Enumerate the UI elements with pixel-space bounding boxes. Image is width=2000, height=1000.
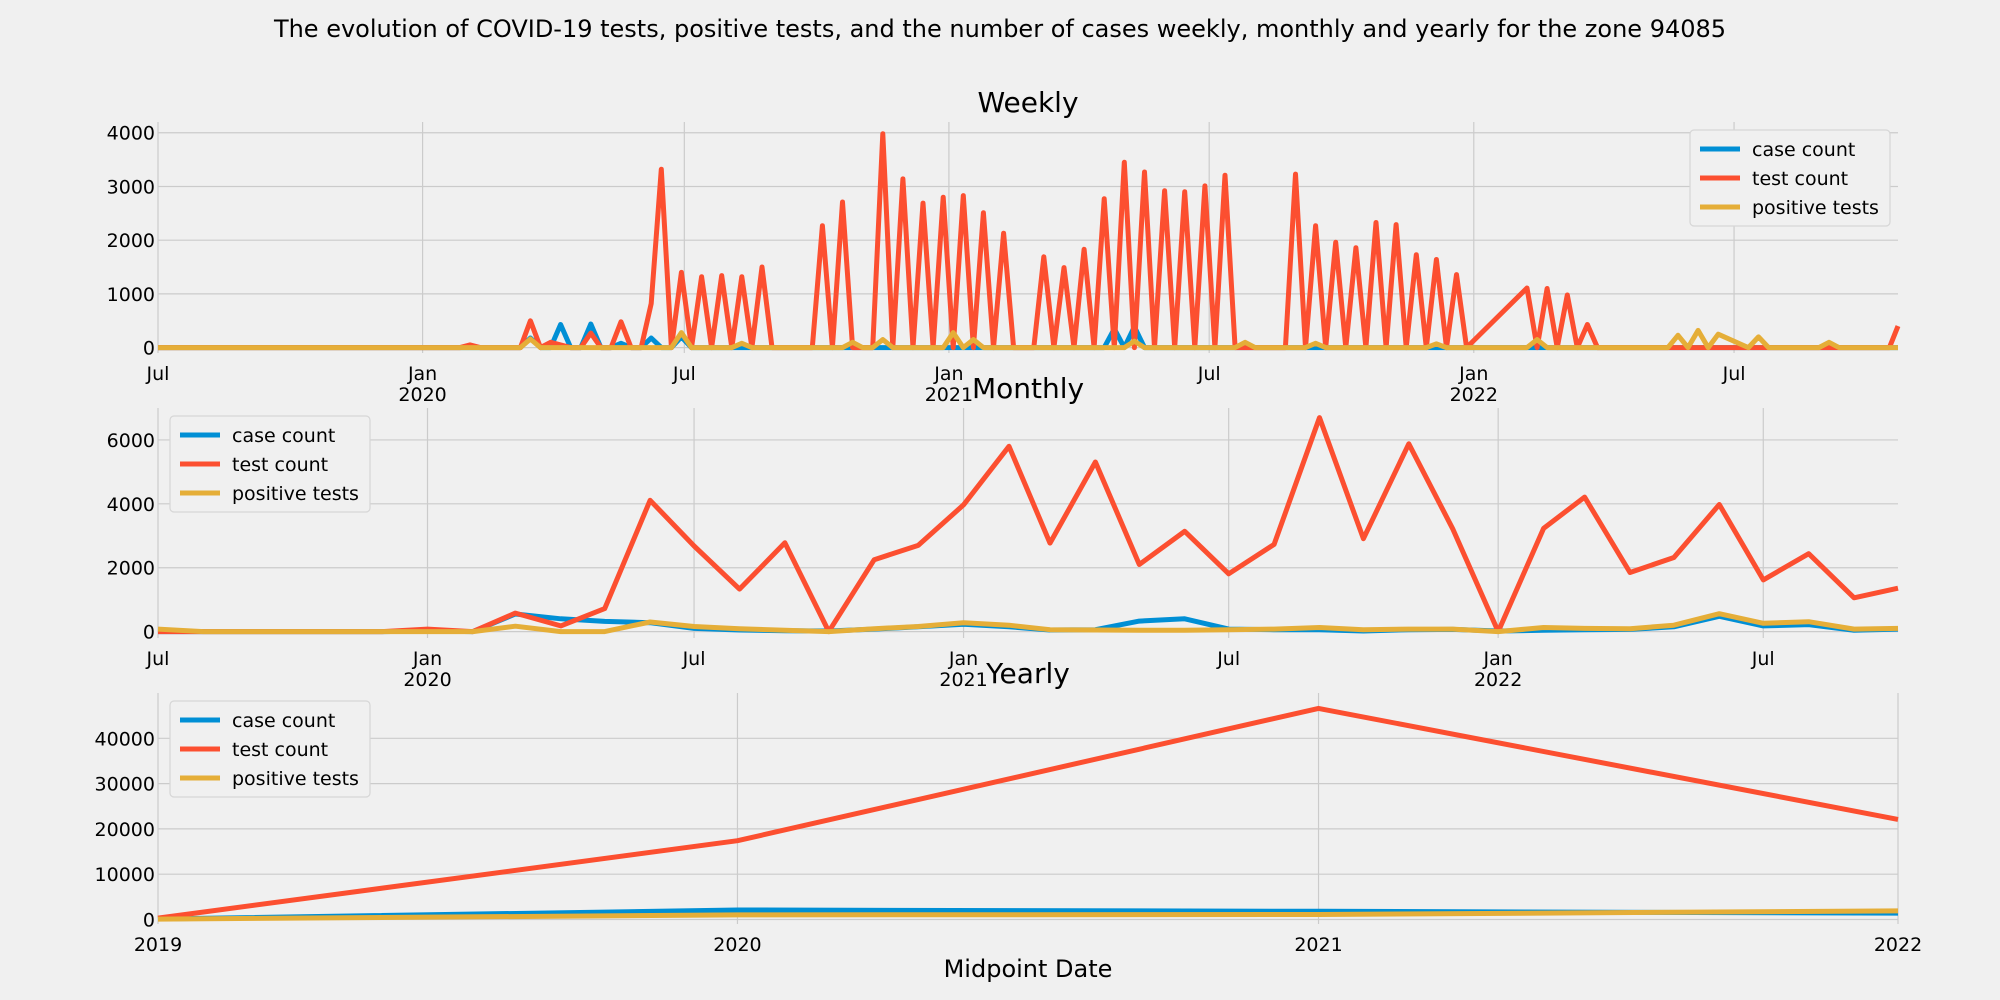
- legend-label: positive tests: [1752, 197, 1879, 219]
- y-tick-label: 30000: [95, 774, 155, 796]
- legend: case count test count positive tests: [169, 700, 371, 798]
- x-tick-label: Jan: [407, 363, 437, 385]
- x-tick-label: Jan: [933, 363, 963, 385]
- x-tick-label: Jul: [682, 648, 706, 670]
- x-tick-label: Jul: [1722, 363, 1746, 385]
- x-tick-year-label: 2022: [1450, 384, 1498, 406]
- x-tick-year-label: 2020: [398, 384, 446, 406]
- panel-title: Yearly: [985, 657, 1070, 690]
- x-tick-year-label: 2020: [403, 669, 451, 691]
- x-tick-label: Jul: [146, 363, 170, 385]
- legend-label: test count: [232, 454, 328, 476]
- legend-box: [1689, 129, 1891, 227]
- x-tick-label: 2020: [713, 934, 761, 956]
- legend-label: positive tests: [232, 483, 359, 505]
- x-tick-label: Jul: [672, 363, 696, 385]
- x-tick-label: Jul: [1751, 648, 1775, 670]
- x-tick-label: Jul: [146, 648, 170, 670]
- series-line-test-count: [158, 131, 1901, 351]
- panel-yearly: 0 10000 20000 30000 40000 2019 2020 2021 2022 Yea…: [95, 657, 1923, 983]
- y-tick-label: 4000: [107, 494, 155, 516]
- x-tick-label: Jul: [1197, 363, 1221, 385]
- series-line-positive-tests: [157, 611, 1899, 635]
- legend-label: case count: [232, 710, 335, 732]
- series-line-positive-tests: [158, 327, 1898, 351]
- legend-label: case count: [232, 425, 335, 447]
- legend: case count test count positive tests: [1689, 129, 1891, 227]
- legend-label: case count: [1752, 139, 1855, 161]
- series-line-test-count: [157, 705, 1899, 921]
- legend-box: [169, 415, 371, 513]
- x-tick-label: Jan: [412, 648, 442, 670]
- y-tick-label: 1000: [107, 284, 155, 306]
- y-tick-label: 0: [143, 338, 155, 360]
- y-tick-label: 0: [143, 622, 155, 644]
- y-tick-label: 2000: [107, 558, 155, 580]
- y-tick-label: 10000: [95, 864, 155, 886]
- y-tick-label: 4000: [107, 123, 155, 145]
- legend: case count test count positive tests: [169, 415, 371, 513]
- x-tick-label: Jan: [948, 648, 978, 670]
- x-tick-label: Jan: [1458, 363, 1488, 385]
- legend-label: test count: [1752, 168, 1848, 190]
- y-tick-label: 3000: [107, 176, 155, 198]
- x-tick-label: Jan: [1483, 648, 1513, 670]
- y-tick-label: 6000: [107, 430, 155, 452]
- legend-label: positive tests: [232, 768, 359, 790]
- x-tick-label: 2021: [1294, 934, 1342, 956]
- y-tick-label: 40000: [95, 728, 155, 750]
- y-tick-label: 20000: [95, 819, 155, 841]
- legend-box: [169, 700, 371, 798]
- y-tick-label: 2000: [107, 230, 155, 252]
- legend-label: test count: [232, 739, 328, 761]
- x-tick-year-label: 2021: [925, 384, 973, 406]
- x-tick-label: 2019: [134, 934, 182, 956]
- series-line-positive-tests: [157, 908, 1899, 922]
- x-tick-label: Jul: [1216, 648, 1240, 670]
- figure-suptitle: The evolution of COVID-19 tests, positiv…: [273, 15, 1726, 43]
- x-tick-label: 2022: [1874, 934, 1922, 956]
- panel-title: Monthly: [972, 372, 1084, 405]
- x-tick-year-label: 2021: [939, 669, 987, 691]
- panel-title: Weekly: [977, 86, 1078, 119]
- y-tick-label: 0: [143, 909, 155, 931]
- x-axis-label: Midpoint Date: [944, 955, 1113, 983]
- x-tick-year-label: 2022: [1474, 669, 1522, 691]
